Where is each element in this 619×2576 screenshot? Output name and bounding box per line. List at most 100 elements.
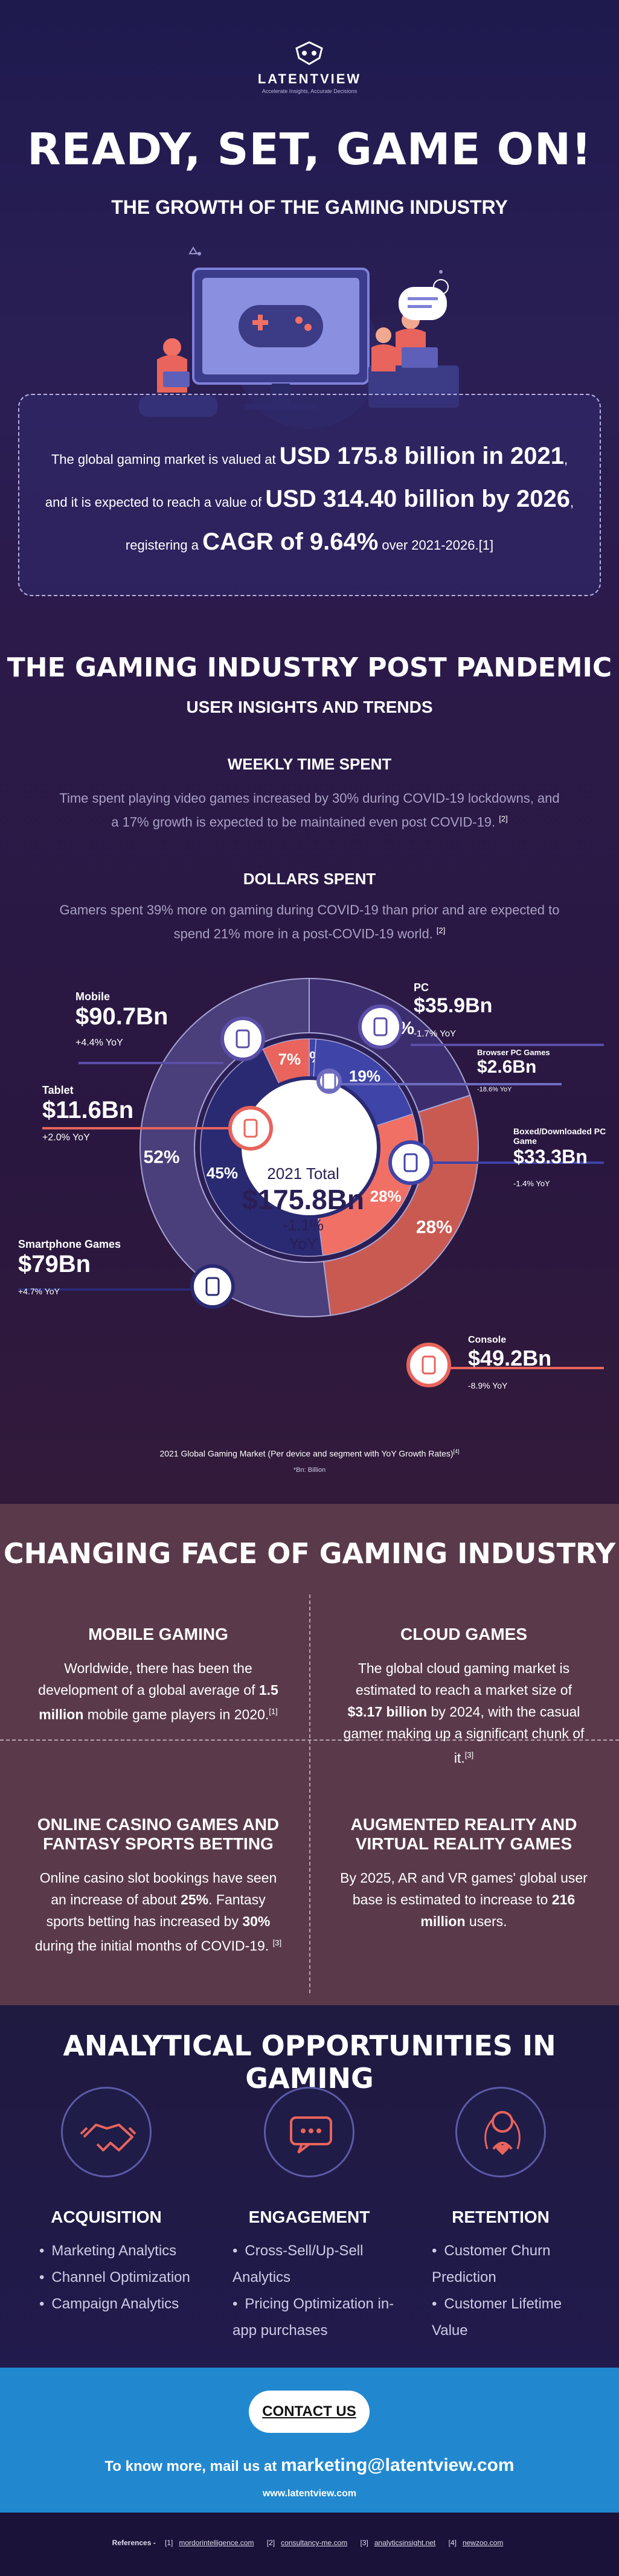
cloud-text-bold: $3.17 billion [347, 1704, 428, 1720]
page-subtitle: THE GROWTH OF THE GAMING INDUSTRY [111, 196, 508, 218]
ar-vr-text: By 2025, AR and VR games' global user ba… [313, 1867, 615, 1932]
market-stat-box: The global gaming market is valued at US… [18, 394, 601, 596]
handshake-icon [80, 2124, 136, 2151]
ar-text-1: By 2025, AR and VR games' global user ba… [340, 1870, 588, 1907]
gaming-market-chart: 20%28%52%1%19%28%45%7% Mobile $90.7Bn +4… [0, 948, 619, 1450]
website-link[interactable]: www.latentview.com [262, 2488, 357, 2499]
casino-text-3: during the initial months of COVID-19. [34, 1938, 269, 1954]
cloud-ref: [3] [464, 1750, 474, 1759]
reference-1-num: [1] [165, 2539, 173, 2547]
mobile-device-icon-glyph [236, 1029, 250, 1049]
center-total-value: $175.8Bn [242, 1184, 364, 1215]
weekly-text: Time spent playing video games increased… [54, 788, 565, 832]
brand-tagline: Accelerate Insights, Accurate Decisions [261, 88, 358, 94]
references-section [0, 2513, 619, 2576]
engagement-title: ENGAGEMENT [248, 2208, 370, 2226]
brand-name: LATENTVIEW [257, 71, 362, 86]
casino-title-line1: ONLINE CASINO GAMES AND [37, 1815, 280, 1834]
callout-smartphone-value: $79Bn [18, 1251, 91, 1277]
grid-horizontal-divider [0, 1739, 619, 1741]
callout-boxed-name: Boxed/Downloaded PC Game [513, 1126, 606, 1146]
retention-title: RETENTION [452, 2208, 550, 2226]
reference-2-num: [2] [266, 2539, 275, 2547]
reference-4-link[interactable]: newzoo.com [462, 2539, 504, 2547]
reference-1-link[interactable]: mordorintelligence.com [179, 2539, 254, 2547]
chart-center-label: 2021 Total $175.8Bn -1.1% YoY [231, 1164, 376, 1253]
pc-monitor-icon [358, 1004, 403, 1049]
callout-console-name: Console [468, 1335, 507, 1345]
ar-text-bold: 216 million [420, 1892, 576, 1929]
retention-icon-circle [455, 2087, 546, 2177]
list-item: Campaign Analytics [39, 2291, 214, 2317]
acquisition-title: ACQUISITION [51, 2208, 162, 2226]
list-item: Marketing Analytics [39, 2238, 214, 2264]
casino-text: Online casino slot bookings have seen an… [7, 1867, 309, 1957]
contact-email-link[interactable]: marketing@latentview.com [281, 2455, 515, 2475]
cloud-text-1: The global cloud gaming market is estima… [356, 1660, 572, 1698]
references-line: References - [1] mordorintelligence.com [… [0, 2539, 619, 2547]
smartphone-icon [190, 1264, 235, 1309]
latentview-logo-icon [295, 41, 323, 65]
reference-4: [4] newzoo.com [445, 2539, 504, 2547]
analytical-title: ANALYTICAL OPPORTUNITIES IN GAMING [63, 2029, 556, 2095]
mobile-gaming-title: MOBILE GAMING [88, 1625, 228, 1643]
casino-text-2: . Fantasy sports betting has increased b… [46, 1892, 266, 1929]
chart-caption-text: 2021 Global Gaming Market (Per device an… [159, 1448, 454, 1459]
page-title: READY, SET, GAME ON! [27, 124, 592, 175]
reference-2: [2] consultancy-me.com [263, 2539, 347, 2547]
callout-browser-value: $2.6Bn [477, 1057, 537, 1077]
center-change: -1.1% [283, 1216, 324, 1234]
mail-prefix: To know more, mail us at [104, 2458, 281, 2475]
mobile-text-1: Worldwide, there has been the developmen… [38, 1660, 259, 1698]
center-change-label: YoY [289, 1235, 318, 1253]
callout-smartphone-name: Smartphone Games [18, 1238, 121, 1250]
casino-title-line2: FANTASY SPORTS BETTING [43, 1834, 274, 1853]
callout-console-yoy: -8.9% YoY [468, 1381, 508, 1390]
stat-ref: [1] [478, 538, 494, 553]
callout-console: Console $49.2Bn -8.9% YoY [468, 1335, 551, 1390]
dollars-ref: [2] [436, 926, 446, 935]
boxed-game-icon [388, 1140, 433, 1185]
casino-ref: [3] [272, 1938, 282, 1947]
callout-tablet-name: Tablet [42, 1084, 74, 1096]
callout-smartphone: Smartphone Games $79Bn +4.7% YoY [18, 1238, 121, 1296]
casino-title: ONLINE CASINO GAMES AND FANTASY SPORTS BE… [7, 1815, 309, 1854]
mobile-text-2: mobile game players in 2020. [83, 1706, 269, 1723]
contact-us-button[interactable]: CONTACT US [249, 2391, 370, 2433]
browser-icon-glyph [322, 1071, 336, 1091]
weekly-ref: [2] [499, 814, 508, 823]
inner-slice-label: 7% [278, 1050, 301, 1068]
user-heart-icon [484, 2111, 521, 2155]
casino-text-bold-2: 30% [242, 1913, 271, 1929]
callout-mobile-value: $90.7Bn [75, 1003, 168, 1030]
ar-title-line1: AUGMENTED REALITY AND [350, 1815, 577, 1834]
weekly-title: WEEKLY TIME SPENT [227, 755, 392, 773]
post-pandemic-title: THE GAMING INDUSTRY POST PANDEMIC [7, 652, 612, 683]
list-item: Cross-Sell/Up-Sell Analytics [233, 2238, 408, 2291]
outer-slice-label: 52% [143, 1147, 179, 1167]
ar-vr-title: AUGMENTED REALITY AND VIRTUAL REALITY GAM… [313, 1815, 615, 1854]
engagement-icon-circle [264, 2087, 354, 2177]
reference-2-link[interactable]: consultancy-me.com [281, 2539, 348, 2547]
outer-slice-label: 28% [416, 1217, 452, 1237]
inner-slice-label: 19% [349, 1067, 380, 1085]
grid-vertical-divider [309, 1595, 310, 1993]
ar-vr-card: AUGMENTED REALITY AND VIRTUAL REALITY GAM… [313, 1815, 615, 1932]
list-item: Customer Lifetime Value [432, 2291, 589, 2344]
retention-list: Customer Churn Prediction Customer Lifet… [432, 2238, 589, 2344]
tablet-icon [228, 1106, 273, 1151]
callout-mobile-yoy: +4.4% YoY [75, 1038, 123, 1048]
callout-pc-value: $35.9Bn [414, 994, 493, 1017]
callout-tablet: Tablet $11.6Bn +2.0% YoY [42, 1084, 133, 1143]
references-label: References - [112, 2539, 156, 2547]
stat-value-2021: USD 175.8 billion in 2021 [279, 443, 565, 469]
callout-browser: Browser PC Games $2.6Bn -18.6% YoY [477, 1048, 550, 1093]
callout-mobile: Mobile $90.7Bn +4.4% YoY [75, 991, 168, 1049]
mobile-gaming-card: MOBILE GAMING Worldwide, there has been … [7, 1625, 309, 1726]
cloud-games-card: CLOUD GAMES The global cloud gaming mark… [313, 1625, 615, 1769]
insights-subtitle: USER INSIGHTS AND TRENDS [186, 698, 433, 716]
callout-tablet-value: $11.6Bn [42, 1097, 134, 1123]
reference-3-link[interactable]: analyticsinsight.net [374, 2539, 436, 2547]
dollars-title: DOLLARS SPENT [243, 870, 376, 888]
